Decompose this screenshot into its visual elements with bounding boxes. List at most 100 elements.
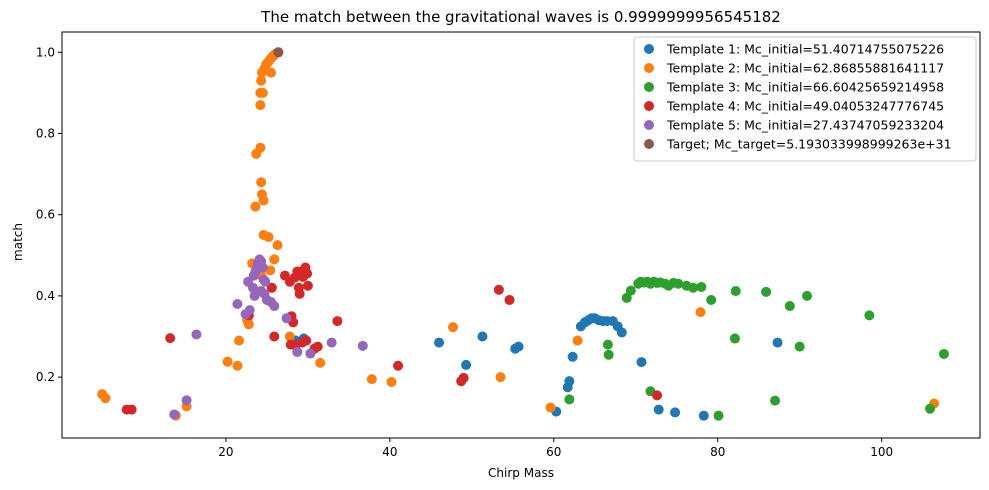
data-point [695, 307, 706, 318]
x-tick-label: 20 [218, 445, 233, 459]
data-point [670, 407, 681, 418]
y-tick-label: 0.2 [36, 370, 55, 384]
data-point [770, 395, 781, 406]
data-point [652, 390, 663, 401]
data-point [729, 333, 740, 344]
legend-entry-label: Template 5: Mc_initial=27.43747059233204 [666, 118, 944, 133]
x-axis-label: Chirp Mass [488, 466, 554, 480]
data-point [802, 290, 813, 301]
data-point [266, 282, 277, 293]
data-point [250, 201, 261, 212]
data-point [305, 348, 316, 359]
data-point [636, 357, 647, 368]
data-point [761, 286, 772, 297]
data-point [696, 281, 707, 292]
data-point [257, 262, 268, 273]
data-point [925, 403, 936, 414]
data-point [794, 341, 805, 352]
data-point [249, 290, 260, 301]
data-point [126, 404, 137, 415]
legend-entry-label: Template 1: Mc_initial=51.40714755075226 [666, 42, 944, 57]
data-point [784, 301, 795, 312]
legend-entry-label: Template 3: Mc_initial=66.60425659214958 [666, 80, 944, 95]
data-point [713, 410, 724, 421]
data-point [653, 404, 664, 415]
data-point [564, 376, 575, 387]
data-point [493, 284, 504, 295]
data-point [564, 394, 575, 405]
y-tick-label: 0.6 [36, 208, 55, 222]
data-point [294, 288, 305, 299]
data-point [393, 360, 404, 371]
data-point [302, 280, 313, 291]
data-point [315, 357, 326, 368]
data-point [266, 67, 277, 78]
data-point [258, 195, 269, 206]
data-point [447, 322, 458, 333]
data-point [273, 47, 284, 58]
data-point [257, 87, 268, 98]
legend-box [633, 36, 977, 162]
data-point [256, 177, 267, 188]
data-point [603, 349, 614, 360]
data-point [191, 329, 202, 340]
x-tick-label: 60 [546, 445, 561, 459]
data-point [263, 232, 274, 243]
plot-frame [61, 31, 981, 439]
data-point [281, 313, 292, 324]
data-point [625, 285, 636, 296]
data-point [269, 301, 280, 312]
legend-marker [644, 120, 654, 130]
data-point [458, 372, 469, 383]
data-point [572, 335, 583, 346]
data-point [688, 282, 699, 293]
data-point [513, 341, 524, 352]
data-point [222, 356, 233, 367]
legend-marker [644, 44, 654, 54]
data-point [386, 376, 397, 387]
y-tick-label: 0.8 [36, 127, 55, 141]
data-points [97, 47, 949, 421]
data-point [326, 337, 337, 348]
legend-entry-label: Template 4: Mc_initial=49.04053247776745 [666, 99, 944, 114]
data-point [545, 402, 556, 413]
y-tick-label: 1.0 [36, 45, 55, 59]
chart-title: The match between the gravitational wave… [260, 8, 781, 26]
data-point [256, 75, 267, 86]
data-point [100, 393, 111, 404]
data-point [181, 395, 192, 406]
data-point [730, 286, 741, 297]
data-point [616, 327, 627, 338]
data-point [673, 278, 684, 289]
data-point [312, 341, 323, 352]
data-point [169, 409, 180, 420]
data-point [332, 316, 343, 327]
series-2 [97, 47, 940, 421]
data-point [292, 346, 303, 357]
data-point [255, 142, 266, 153]
data-point [232, 299, 243, 310]
data-point [477, 331, 488, 342]
data-point [165, 333, 176, 344]
data-point [366, 374, 377, 385]
data-point [698, 410, 709, 421]
data-point [772, 337, 783, 348]
data-point [938, 348, 949, 359]
data-point [602, 339, 613, 350]
legend-marker [644, 63, 654, 73]
legend-marker [644, 139, 654, 149]
data-point [567, 351, 578, 362]
x-tick-label: 40 [382, 445, 397, 459]
data-point [272, 240, 283, 251]
data-point [434, 337, 445, 348]
series-5 [169, 254, 368, 420]
legend: Template 1: Mc_initial=51.40714755075226… [633, 36, 977, 162]
y-tick-label: 0.4 [36, 289, 55, 303]
data-point [244, 305, 255, 316]
series-6 [273, 47, 284, 58]
data-point [864, 310, 875, 321]
data-point [357, 340, 368, 351]
data-point [504, 294, 515, 305]
y-axis-label: match [11, 223, 25, 261]
